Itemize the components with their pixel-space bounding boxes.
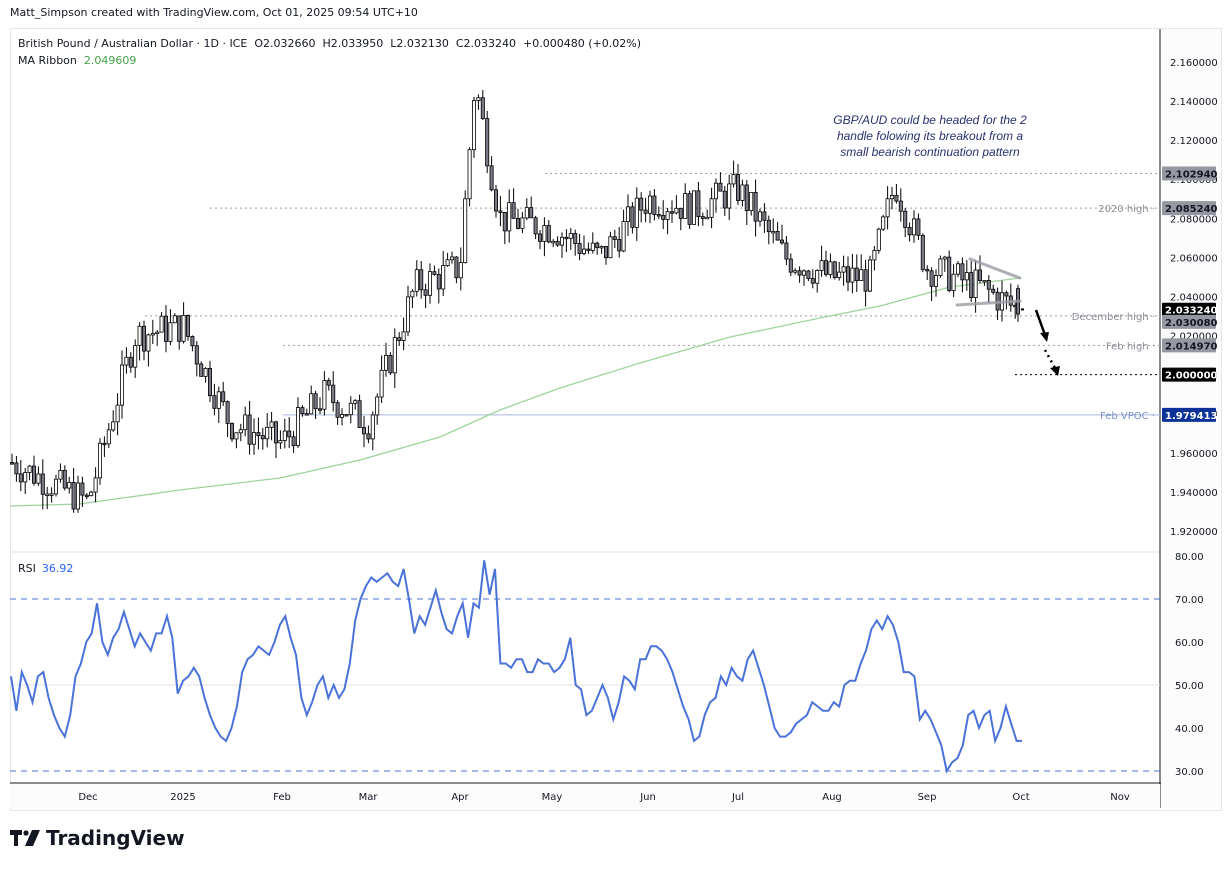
svg-text:2.160000: 2.160000 xyxy=(1170,58,1218,69)
svg-text:Sep: Sep xyxy=(918,792,937,803)
annotation-line-1: GBP/AUD could be headed for the 2 xyxy=(833,113,1027,127)
svg-text:2.080000: 2.080000 xyxy=(1170,214,1218,225)
svg-text:50.00: 50.00 xyxy=(1175,681,1204,692)
triangle-pattern-drawing xyxy=(955,257,1022,307)
ohlc-high: H2.033950 xyxy=(322,37,384,50)
symbol-title[interactable]: British Pound / Australian Dollar · 1D ·… xyxy=(18,37,248,50)
rsi-legend: RSI 36.92 xyxy=(18,562,73,575)
bearish-projection-arrows xyxy=(1034,309,1060,376)
svg-text:Oct: Oct xyxy=(1012,792,1029,803)
price-axis[interactable]: 1.9200001.9400001.9600001.9800002.000000… xyxy=(1162,58,1218,778)
svg-text:1.960000: 1.960000 xyxy=(1170,449,1218,460)
chart-credit: Matt_Simpson created with TradingView.co… xyxy=(10,6,418,19)
svg-text:May: May xyxy=(542,792,563,803)
svg-text:2.102940: 2.102940 xyxy=(1165,169,1218,180)
svg-text:30.00: 30.00 xyxy=(1175,767,1204,778)
tradingview-logo-text: TradingView xyxy=(46,826,185,850)
annotation-line-3: small bearish continuation pattern xyxy=(840,145,1020,159)
svg-text:Jul: Jul xyxy=(731,792,744,803)
svg-text:40.00: 40.00 xyxy=(1175,724,1204,735)
chart-annotation[interactable]: GBP/AUD could be headed for the 2 handle… xyxy=(800,112,1060,160)
svg-text:2.040000: 2.040000 xyxy=(1170,292,1218,303)
candlestick-series xyxy=(9,90,1024,513)
svg-text:70.00: 70.00 xyxy=(1175,595,1204,606)
ohlc-close: C2.033240 xyxy=(455,37,517,50)
svg-text:60.00: 60.00 xyxy=(1175,638,1204,649)
svg-text:2020 high ·: 2020 high · xyxy=(1098,204,1155,215)
ohlc-open: O2.032660 xyxy=(254,37,316,50)
ma-ribbon-value: 2.049609 xyxy=(83,54,137,67)
svg-text:Mar: Mar xyxy=(359,792,379,803)
ma-ribbon-label[interactable]: MA Ribbon xyxy=(18,54,77,67)
svg-text:Jun: Jun xyxy=(639,792,656,803)
svg-text:2.033240: 2.033240 xyxy=(1165,306,1218,317)
svg-text:2.000000: 2.000000 xyxy=(1165,371,1218,382)
svg-text:80.00: 80.00 xyxy=(1175,552,1204,563)
svg-text:Dec: Dec xyxy=(78,792,97,803)
svg-text:Feb: Feb xyxy=(273,792,291,803)
svg-text:1.940000: 1.940000 xyxy=(1170,488,1218,499)
svg-text:2.085240: 2.085240 xyxy=(1165,204,1218,215)
rsi-pane xyxy=(10,560,1160,774)
svg-text:Aug: Aug xyxy=(822,792,842,803)
svg-text:Feb high ·: Feb high · xyxy=(1106,341,1155,352)
svg-text:1.920000: 1.920000 xyxy=(1170,527,1218,538)
ohlc-change: +0.000480 (+0.02%) xyxy=(523,37,641,50)
svg-text:2025: 2025 xyxy=(170,792,195,803)
time-axis[interactable]: Dec 2025 Feb Mar Apr May Jun Jul Aug Sep Oct Nov xyxy=(78,792,1130,803)
svg-text:Feb VPOC ·: Feb VPOC · xyxy=(1100,411,1155,422)
svg-text:2.100000: 2.100000 xyxy=(1170,175,1218,186)
svg-text:2.020000: 2.020000 xyxy=(1170,332,1218,343)
chart-frame[interactable] xyxy=(10,28,1222,811)
svg-text:2.060000: 2.060000 xyxy=(1170,253,1218,264)
svg-text:2.140000: 2.140000 xyxy=(1170,97,1218,108)
svg-text:1.979413: 1.979413 xyxy=(1165,411,1218,422)
annotation-line-2: handle folowing its breakout from a xyxy=(836,129,1024,143)
svg-text:2.014970: 2.014970 xyxy=(1165,341,1218,352)
rsi-value: 36.92 xyxy=(41,562,74,575)
svg-text:Nov: Nov xyxy=(1110,792,1130,803)
tradingview-logo[interactable]: TradingView xyxy=(10,826,185,850)
svg-text:2.030080: 2.030080 xyxy=(1165,318,1218,329)
ohlc-low: L2.032130 xyxy=(390,37,449,50)
rsi-label[interactable]: RSI xyxy=(18,562,36,575)
tradingview-logo-icon xyxy=(10,830,40,846)
svg-text:Apr: Apr xyxy=(451,792,469,803)
svg-text:2.120000: 2.120000 xyxy=(1170,136,1218,147)
chart-legend: British Pound / Australian Dollar · 1D ·… xyxy=(18,35,641,69)
svg-text:December high ·: December high · xyxy=(1072,312,1155,323)
ma-ribbon-line xyxy=(9,277,1021,507)
